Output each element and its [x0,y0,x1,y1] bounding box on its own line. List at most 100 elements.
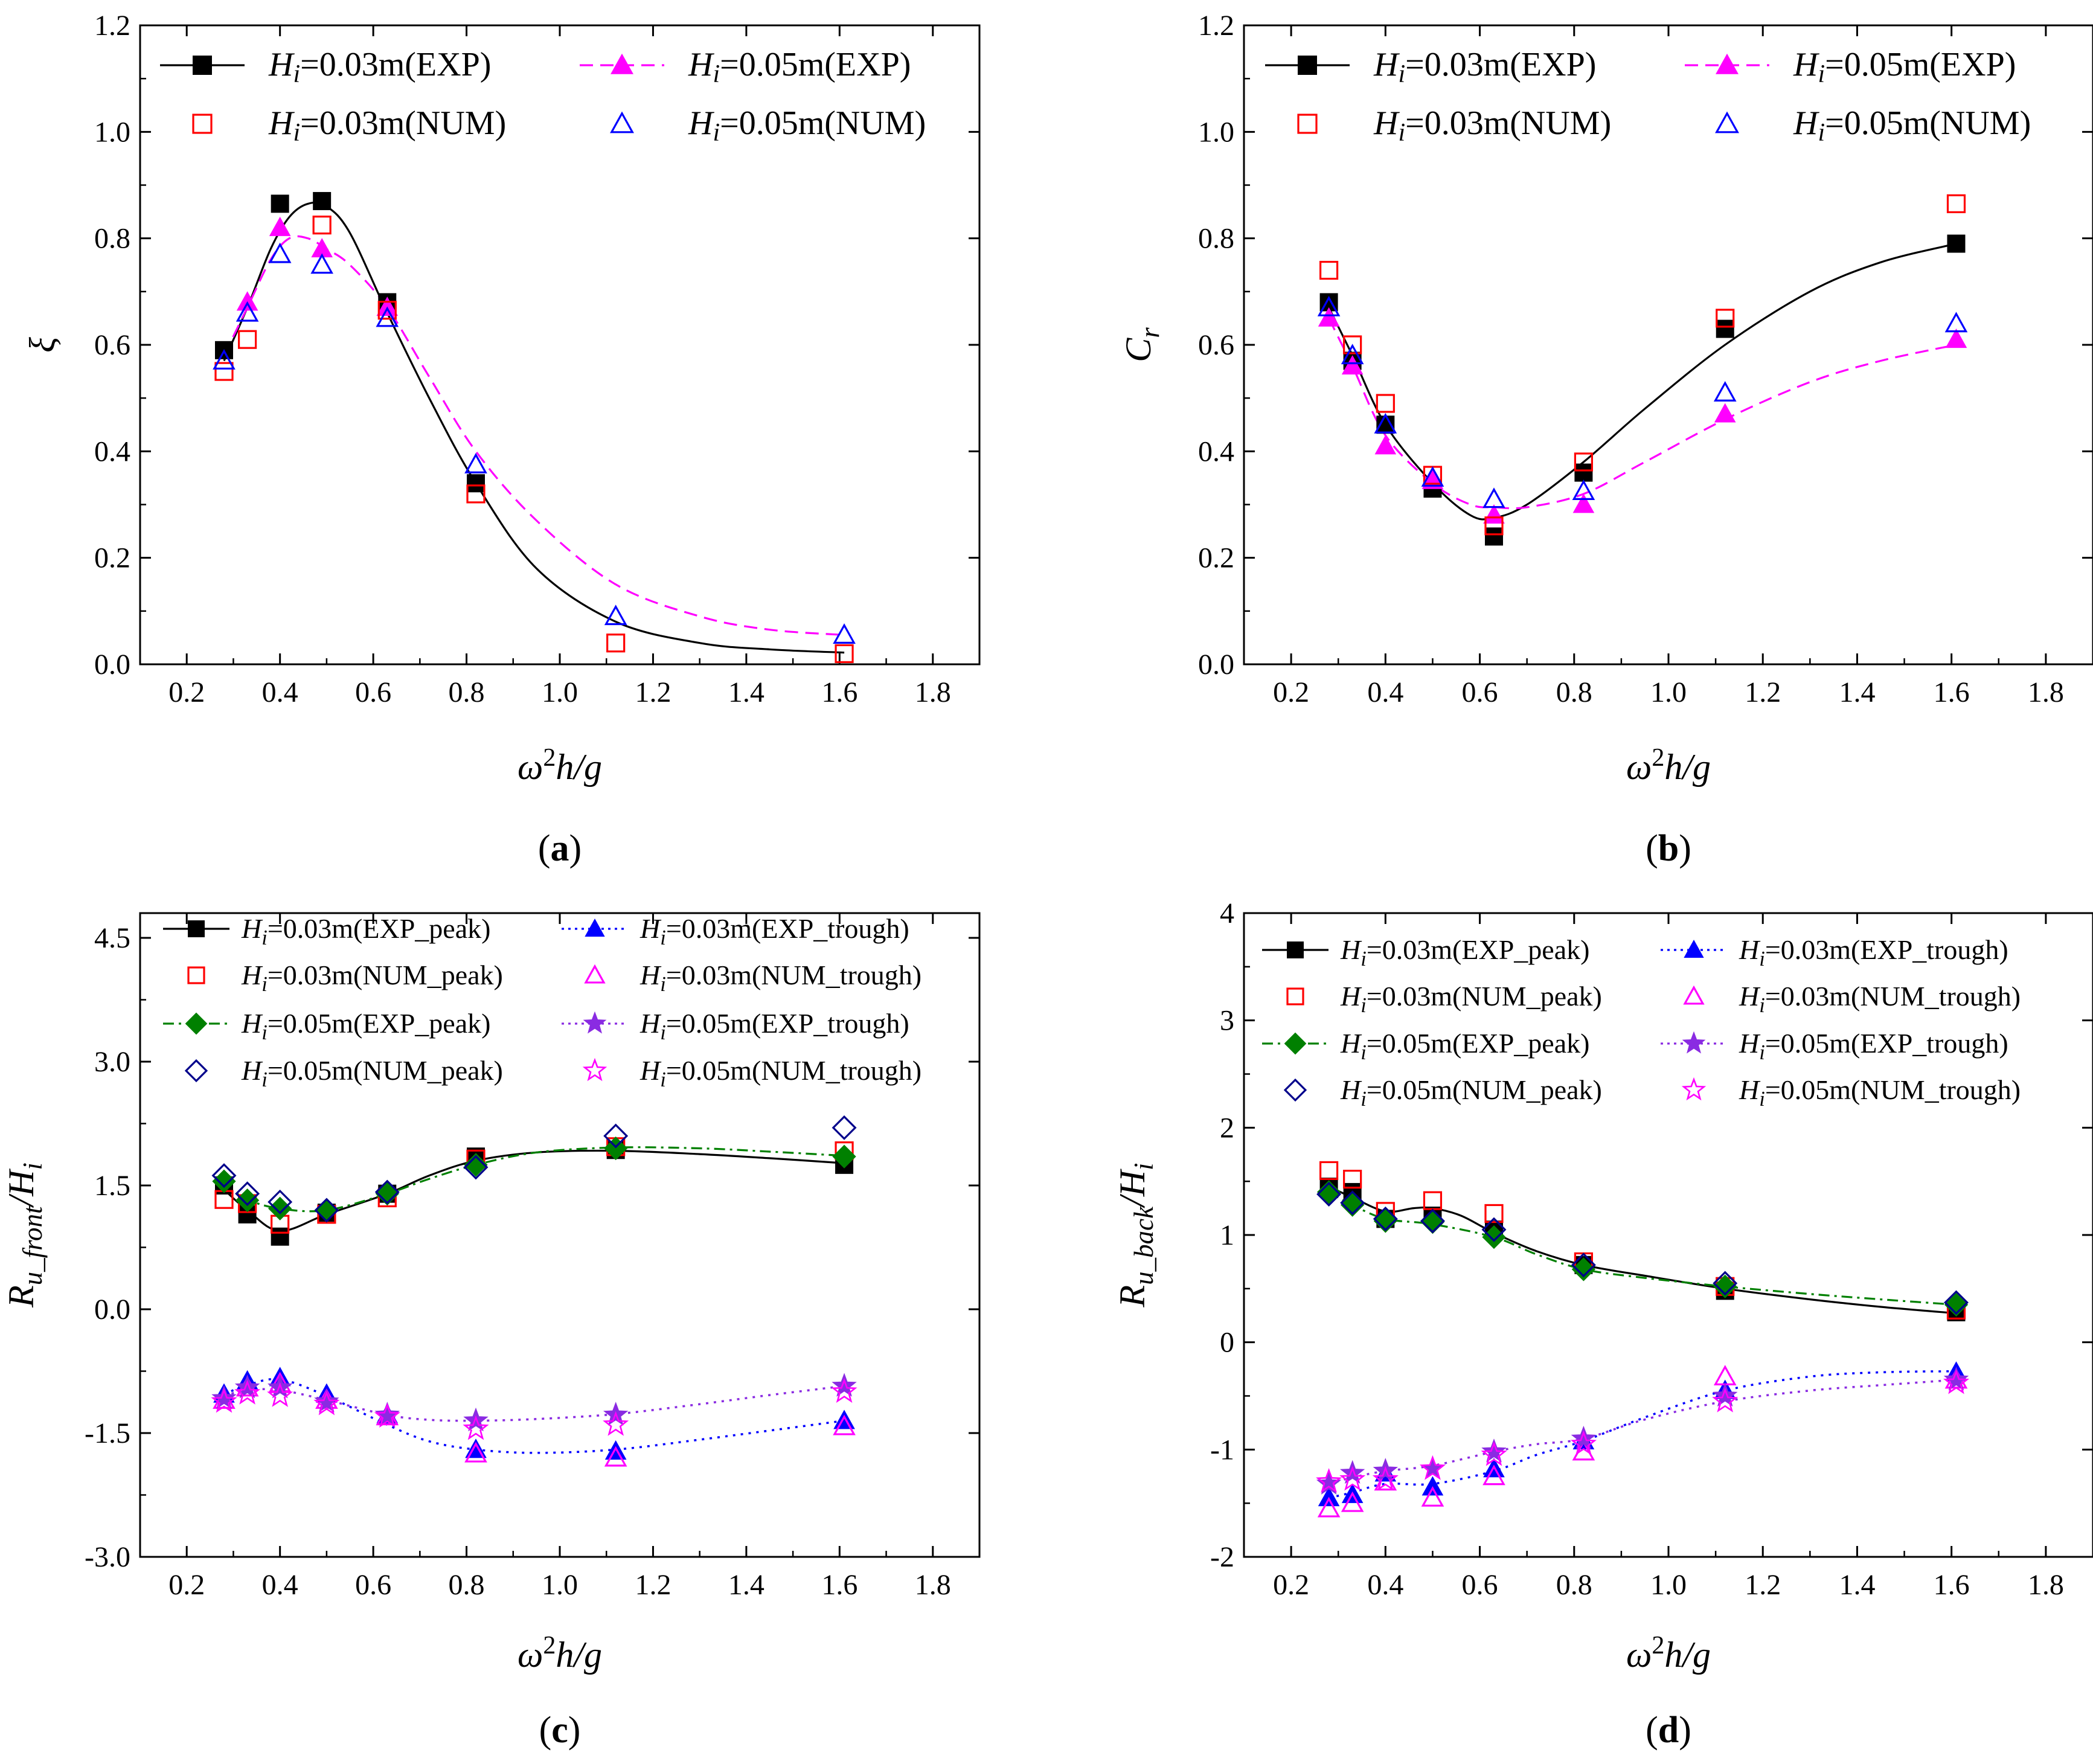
data-point [1319,1161,1339,1181]
x-tick-label: 0.8 [449,676,485,708]
series-line [1328,1191,1957,1306]
data-point [833,1410,855,1429]
legend-label: Hi=0.05m(EXP) [688,46,911,88]
data-point [374,1402,400,1426]
y-tick-label: 0.2 [94,542,130,574]
data-point [1420,1208,1445,1234]
data-point [604,605,627,626]
data-point [1713,1382,1738,1407]
legend-marker [1298,56,1317,75]
x-tick-label: 0.2 [168,676,205,708]
data-point [1376,394,1395,413]
data-point [211,1163,237,1188]
data-point [215,341,233,359]
series-line [223,1378,845,1454]
y-tick-label: 0.4 [94,435,130,467]
panel-caption: (a) [538,828,582,869]
data-point [1482,1464,1505,1486]
legend-label: Hi=0.05m(EXP_trough) [1739,1028,2008,1064]
x-tick-label: 0.4 [1367,676,1403,708]
chart-d: 0.2 0.4 0.6 0.8 1.0 1.2 1.4 1.6 1.8 -2 -1 0 1 2 3 4 ω2h/… [1112,897,2093,1751]
legend-marker [187,966,205,984]
data-point [375,1182,399,1206]
data-point [467,474,485,493]
data-point [1316,1182,1342,1207]
data-point [464,1442,487,1463]
data-point [271,1227,289,1246]
legend-marker [1284,1032,1307,1055]
y-tick-label: 1.2 [1198,10,1234,42]
data-point [1946,194,1966,213]
data-point [1341,355,1364,375]
y-tick-label: -1 [1210,1434,1234,1466]
x-tick-label: 1.6 [1934,1569,1970,1601]
legend-marker [583,1011,607,1034]
legend-marker [188,920,205,937]
x-tick-label: 0.4 [262,1569,298,1601]
y-tick-label: 0.0 [94,649,130,681]
x-tick-label: 0.6 [355,676,391,708]
panel-caption: (c) [539,1710,581,1751]
data-point [313,1390,340,1416]
y-tick-label: 1 [1220,1219,1234,1251]
legend-marker [184,1059,208,1083]
x-tick-label: 0.6 [1462,676,1498,708]
legend-marker [192,114,213,134]
data-point [1421,1486,1444,1507]
legend: Hi=0.03m(EXP_peak) Hi=0.03m(EXP_trough) Hi… [163,913,921,1091]
data-point [1343,1170,1362,1189]
data-point [1318,307,1340,327]
data-point [1944,312,1968,333]
x-tick-label: 0.6 [355,1569,391,1601]
x-tick-label: 0.2 [168,1569,205,1601]
data-point [1716,309,1735,328]
legend-label: Hi=0.03m(EXP) [268,46,491,88]
series-line [223,235,845,637]
data-point [1319,260,1339,280]
data-point [1484,1204,1504,1224]
x-tick-label: 1.4 [728,676,764,708]
data-point [271,194,289,213]
legend-label: Hi=0.03m(EXP_trough) [639,913,909,949]
data-point [1943,1367,1969,1391]
x-tick-label: 1.6 [1934,676,1970,708]
legend-marker [1283,1078,1307,1102]
plot-area [211,1115,857,1467]
data-point [1343,335,1362,354]
data-point [606,633,626,653]
x-tick-label: 1.2 [635,676,671,708]
data-point [1484,516,1504,536]
data-point [1341,344,1364,365]
legend-label: Hi=0.03m(EXP_trough) [1739,934,2008,970]
data-point [1481,1441,1507,1466]
data-point [1419,1455,1446,1480]
legend-marker [1681,1077,1707,1101]
data-point [1317,1496,1341,1518]
data-point [238,330,257,349]
data-point [1571,1425,1597,1450]
y-axis-label: Ru_front/Hi [1,1163,48,1308]
legend-label: Hi=0.05m(NUM) [688,104,926,147]
x-axis-label: ω2h/g [518,744,602,787]
data-point [211,1385,237,1410]
data-point [377,301,397,320]
y-tick-label: 1.0 [1198,116,1234,148]
data-point [1339,1460,1365,1484]
data-point [604,1136,628,1161]
x-tick-label: 0.6 [1462,1569,1498,1601]
data-point [464,1153,488,1177]
y-tick-label: 4.5 [94,922,130,954]
x-axis-label: ω2h/g [518,1632,602,1675]
data-point [604,1440,627,1460]
x-tick-label: 1.4 [728,1569,764,1601]
data-point [603,1123,629,1149]
y-tick-label: 1.5 [94,1170,130,1202]
data-point [268,1189,293,1214]
legend-marker [611,53,633,74]
x-tick-label: 0.2 [1273,676,1309,708]
data-point [1716,319,1734,338]
legend: Hi=0.03m(EXP) Hi=0.05m(EXP) Hi=0.03m(NUM) H… [1265,46,2031,147]
x-axis-label: ω2h/g [1626,1632,1711,1675]
legend-label: Hi=0.05m(NUM_peak) [1340,1074,1602,1111]
legend-label: Hi=0.05m(EXP_trough) [639,1008,909,1044]
